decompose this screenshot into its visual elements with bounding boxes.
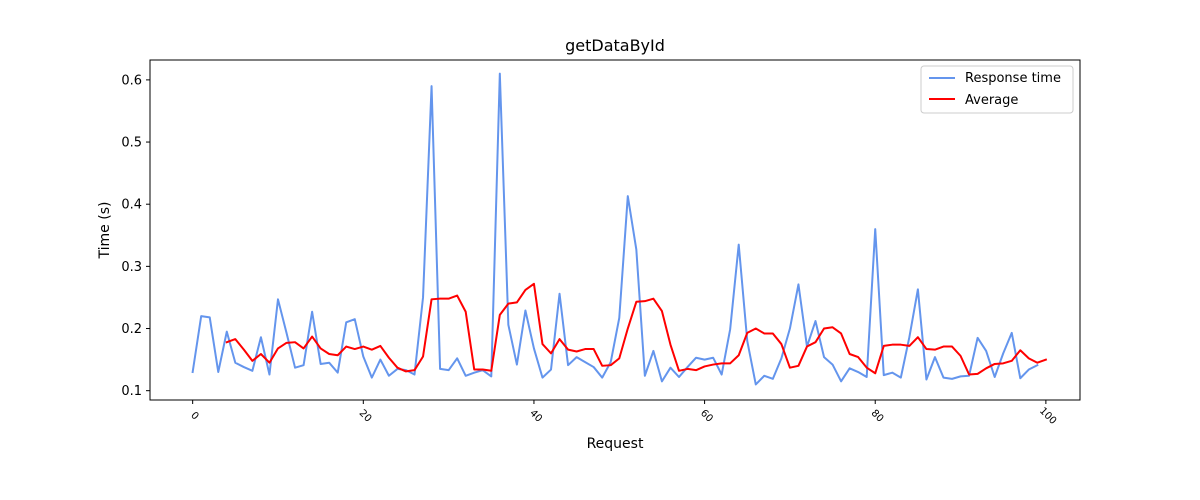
x-axis-label: Request: [587, 436, 644, 452]
legend-label-response-time: Response time: [965, 71, 1061, 86]
legend-box: [920, 65, 1074, 114]
y-axis-ticks: 0.1 0.2 0.3 0.4 0.5 0.6: [121, 73, 150, 399]
y-tick-label: 0.2: [121, 322, 142, 337]
axes-frame: [149, 59, 1081, 401]
series-line-response-time: [191, 72, 1039, 386]
plot-area: [149, 59, 1081, 401]
legend: Response time Average: [920, 65, 1074, 114]
y-tick-label: 0.4: [121, 198, 142, 213]
series-layer: [191, 72, 1048, 386]
chart-title: getDataById: [565, 36, 665, 55]
series-line-average: [225, 282, 1048, 376]
y-tick-label: 0.6: [121, 73, 142, 88]
y-tick-label: 0.5: [121, 136, 142, 151]
y-tick-label: 0.3: [121, 260, 142, 275]
legend-label-average: Average: [965, 93, 1018, 108]
y-axis-label: Time (s): [97, 202, 113, 260]
y-tick-label: 0.1: [121, 384, 142, 399]
